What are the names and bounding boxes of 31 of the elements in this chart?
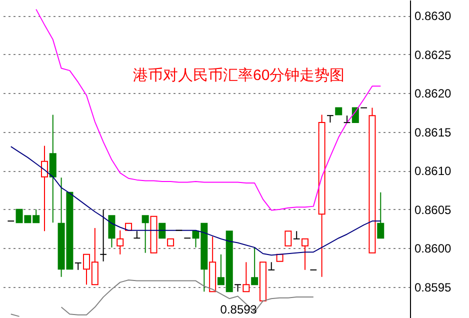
y-tick-label: 0.8605 (414, 202, 452, 217)
candlestick (108, 215, 116, 248)
candlestick (268, 262, 276, 270)
candlestick (251, 246, 258, 286)
text: 港币对人民币汇率60分钟走势图 (133, 67, 345, 84)
candlestick (74, 262, 82, 270)
candlestick (100, 208, 108, 262)
y-tick-label: 0.8615 (414, 125, 452, 140)
candlestick (234, 284, 242, 292)
candlestick (133, 230, 141, 239)
y-tick-label: 0.8625 (414, 48, 452, 62)
candlestick (142, 215, 149, 254)
y-tick-label: 0.8600 (414, 242, 452, 256)
candlestick (40, 145, 48, 232)
candlestick (242, 262, 250, 292)
candlestick (158, 222, 166, 239)
line-series (10, 146, 382, 256)
candlestick (292, 230, 300, 240)
y-tick-label: 0.8620 (414, 86, 452, 101)
candlestick (302, 238, 308, 270)
y-tick-label: 0.8595 (414, 280, 452, 294)
candlestick (326, 115, 334, 124)
candlestick (377, 192, 384, 239)
annotation: 0.8593 (220, 302, 258, 316)
y-tick-label: 0.8610 (414, 164, 452, 178)
line-series (36, 8, 382, 211)
candlestick (284, 230, 292, 246)
candlestick (116, 230, 124, 255)
candlestick (49, 114, 56, 224)
y-tick-label: 0.8630 (414, 9, 452, 24)
candlestick (352, 107, 359, 124)
